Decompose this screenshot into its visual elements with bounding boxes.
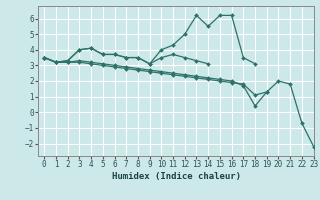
- X-axis label: Humidex (Indice chaleur): Humidex (Indice chaleur): [111, 172, 241, 181]
